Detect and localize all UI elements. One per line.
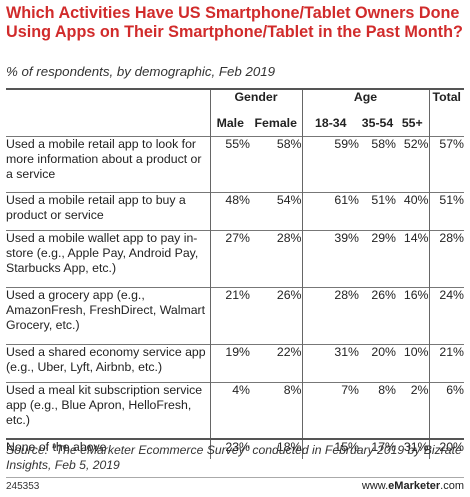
column-header-female: Female bbox=[250, 116, 303, 136]
data-cell: 19% bbox=[210, 343, 250, 382]
table-row: Used a shared economy service app (e.g.,… bbox=[6, 343, 464, 382]
data-cell: 61% bbox=[302, 191, 359, 230]
data-cell: 54% bbox=[250, 191, 303, 230]
table-bottom-rule bbox=[6, 438, 464, 440]
chart-title: Which Activities Have US Smartphone/Tabl… bbox=[6, 4, 463, 41]
group-header-age: Age bbox=[302, 89, 430, 116]
data-cell: 27% bbox=[210, 229, 250, 287]
data-cell: 8% bbox=[250, 381, 303, 439]
row-label: Used a mobile retail app to look for mor… bbox=[6, 135, 211, 192]
chart-subtitle: % of respondents, by demographic, Feb 20… bbox=[6, 64, 276, 79]
row-label: Used a shared economy service app (e.g.,… bbox=[6, 343, 211, 382]
data-cell: 31% bbox=[396, 438, 430, 459]
row-label: None of the above bbox=[6, 438, 211, 459]
row-label: Used a mobile wallet app to pay in-store… bbox=[6, 229, 211, 287]
data-cell: 4% bbox=[210, 381, 250, 439]
data-cell: 7% bbox=[302, 381, 359, 439]
data-cell: 28% bbox=[302, 286, 359, 344]
data-cell: 22% bbox=[250, 343, 303, 382]
data-cell: 51% bbox=[429, 191, 464, 230]
column-header-age-55-plus: 55+ bbox=[396, 116, 430, 136]
data-cell: 2% bbox=[396, 381, 430, 439]
data-cell: 51% bbox=[359, 191, 396, 230]
data-cell: 58% bbox=[359, 135, 396, 192]
header-blank bbox=[6, 89, 211, 116]
data-cell: 18% bbox=[250, 438, 303, 459]
data-cell: 21% bbox=[210, 286, 250, 344]
data-cell: 28% bbox=[250, 229, 303, 287]
data-cell: 55% bbox=[210, 135, 250, 192]
table-row: Used a grocery app (e.g., AmazonFresh, F… bbox=[6, 286, 464, 344]
brand-name: eMarketer bbox=[388, 480, 441, 492]
data-cell: 39% bbox=[302, 229, 359, 287]
data-cell: 59% bbox=[302, 135, 359, 192]
group-header-gender: Gender bbox=[210, 89, 303, 116]
table-row: Used a mobile retail app to buy a produc… bbox=[6, 191, 464, 230]
data-cell: 52% bbox=[396, 135, 430, 192]
data-cell: 40% bbox=[396, 191, 430, 230]
row-label: Used a meal kit subscription service app… bbox=[6, 381, 211, 439]
data-table: Gender Age Total Male Female 18-34 35-54… bbox=[6, 88, 464, 459]
table-row: Used a meal kit subscription service app… bbox=[6, 381, 464, 439]
chart-id: 245353 bbox=[6, 481, 40, 492]
group-header-total: Total bbox=[432, 90, 461, 104]
column-header-age-35-54: 35-54 bbox=[361, 116, 394, 130]
data-cell: 10% bbox=[396, 343, 430, 382]
data-cell: 16% bbox=[396, 286, 430, 344]
brand-prefix: www. bbox=[361, 480, 389, 492]
data-cell: 6% bbox=[429, 381, 464, 439]
column-header-male: Male bbox=[216, 116, 244, 130]
row-label: Used a grocery app (e.g., AmazonFresh, F… bbox=[6, 286, 211, 344]
data-cell: 26% bbox=[359, 286, 396, 344]
data-cell: 20% bbox=[359, 343, 396, 382]
data-cell: 21% bbox=[429, 343, 464, 382]
brand-logo: www.eMarketer.com bbox=[362, 480, 464, 492]
data-cell: 29% bbox=[359, 229, 396, 287]
footer-rule bbox=[6, 477, 464, 478]
data-cell: 58% bbox=[250, 135, 303, 192]
row-label: Used a mobile retail app to buy a produc… bbox=[6, 191, 211, 230]
data-cell: 57% bbox=[429, 135, 464, 192]
data-cell: 24% bbox=[429, 286, 464, 344]
table-row: Used a mobile wallet app to pay in-store… bbox=[6, 229, 464, 287]
table-row: None of the above 23% 18% 15% 17% 31% 20% bbox=[6, 438, 464, 459]
source-note: Source: "The eMarketer Ecommerce Survey"… bbox=[6, 443, 462, 472]
data-cell: 14% bbox=[396, 229, 430, 287]
data-cell: 8% bbox=[359, 381, 396, 439]
data-cell: 26% bbox=[250, 286, 303, 344]
data-cell: 28% bbox=[429, 229, 464, 287]
column-header-age-18-34: 18-34 bbox=[315, 116, 347, 130]
data-cell: 31% bbox=[302, 343, 359, 382]
data-cell: 48% bbox=[210, 191, 250, 230]
header-blank-2 bbox=[6, 116, 211, 136]
brand-suffix: .com bbox=[440, 480, 464, 492]
table-row: Used a mobile retail app to look for mor… bbox=[6, 135, 464, 192]
